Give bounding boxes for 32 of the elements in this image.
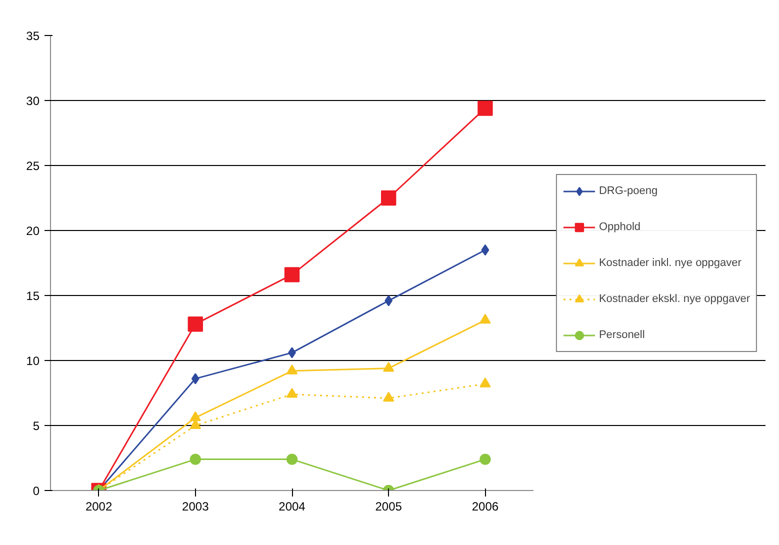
point: [384, 295, 393, 306]
legend-label: Personell: [598, 328, 645, 340]
legend-label: Kostnader inkl. nye oppgaver: [598, 256, 742, 268]
x-tick-label: 2003: [182, 500, 210, 514]
legend-label: Opphold: [598, 220, 641, 232]
point: [284, 267, 300, 282]
legend-label: DRG-poeng: [598, 184, 658, 196]
point: [481, 244, 490, 256]
point: [383, 362, 394, 372]
y-tick-label: 15: [26, 289, 40, 303]
point: [191, 373, 200, 384]
y-tick-label: 30: [26, 94, 40, 108]
x-tick-label: 2004: [278, 500, 306, 514]
legend-label: Kostnader ekskl. nye oppgaver: [598, 292, 750, 304]
point: [480, 314, 491, 324]
x-tick-label: 2002: [85, 500, 112, 514]
y-tick-label: 5: [32, 419, 40, 433]
x-tick-label: 2006: [472, 500, 499, 514]
point: [188, 316, 203, 332]
point: [286, 388, 298, 398]
point: [381, 190, 396, 206]
y-tick-label: 10: [26, 354, 40, 368]
point: [383, 392, 394, 402]
x-tick-label: 2005: [375, 500, 402, 514]
y-tick-label: 0: [32, 484, 40, 498]
point: [286, 364, 298, 374]
y-tick-label: 20: [26, 224, 40, 238]
y-tick-label: 25: [26, 159, 40, 173]
point: [480, 378, 491, 388]
y-tick-label: 35: [26, 29, 40, 43]
point: [478, 100, 493, 116]
point: [190, 411, 201, 422]
